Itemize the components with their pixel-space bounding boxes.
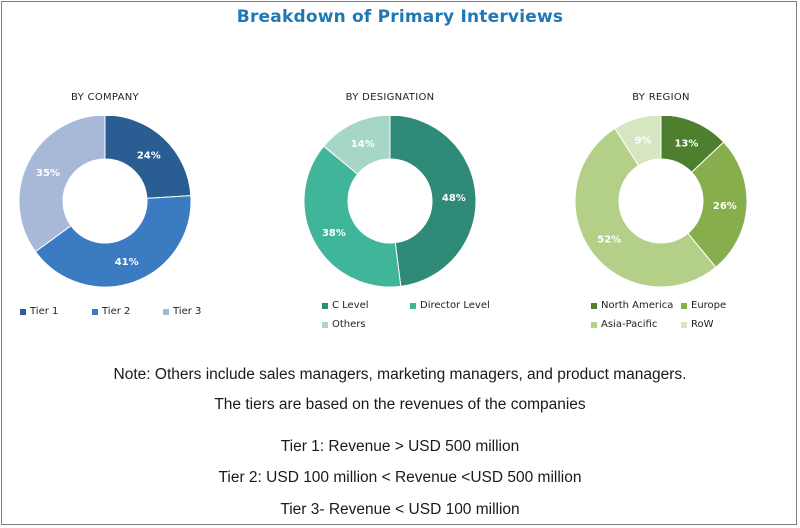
legend-item: C Level bbox=[322, 300, 369, 311]
legend-label: Others bbox=[332, 319, 366, 330]
slice-label: 35% bbox=[36, 168, 60, 179]
legend-swatch bbox=[322, 321, 328, 328]
legend-item: Tier 1 bbox=[20, 306, 58, 317]
slice-label: 41% bbox=[115, 257, 139, 268]
donut-chart-region: 13% 26% 52% 9% bbox=[574, 116, 748, 288]
donut-slice-director-level bbox=[303, 145, 402, 288]
figure-title: Breakdown of Primary Interviews bbox=[236, 7, 564, 27]
slice-label: 13% bbox=[674, 138, 698, 149]
slice-label: 24% bbox=[137, 150, 161, 161]
legend-label: Asia-Pacific bbox=[601, 319, 658, 330]
slice-label: 52% bbox=[597, 235, 621, 246]
donut-slice-europe bbox=[687, 141, 748, 268]
slice-label: 38% bbox=[322, 228, 346, 239]
donut-chart-company: 24% 41% 35% bbox=[18, 116, 192, 288]
donut-slice-others bbox=[323, 116, 391, 175]
legend-item: RoW bbox=[681, 319, 714, 330]
legend-item: Tier 2 bbox=[92, 306, 130, 317]
donut-slice-tier-2 bbox=[34, 195, 192, 288]
legend-swatch bbox=[163, 308, 169, 315]
chart-title: BY DESIGNATION bbox=[345, 92, 435, 103]
legend-swatch bbox=[410, 302, 416, 309]
slice-label: 9% bbox=[635, 136, 652, 147]
chart-title: BY REGION bbox=[632, 92, 690, 103]
note-tier-1: Tier 1: Revenue > USD 500 million bbox=[280, 438, 520, 455]
chart-panel-designation: BY DESIGNATION 48% 38% 14% C Level Director… bbox=[260, 88, 520, 338]
slice-label: 48% bbox=[442, 193, 466, 204]
donut-slice-tier-3 bbox=[18, 116, 106, 253]
legend-swatch bbox=[681, 302, 687, 309]
legend-label: Tier 1 bbox=[30, 306, 59, 317]
legend-label: RoW bbox=[691, 319, 714, 330]
legend-label: Director Level bbox=[420, 300, 490, 311]
legend-item: Tier 3 bbox=[163, 306, 201, 317]
note-tier-2: Tier 2: USD 100 million < Revenue <USD 5… bbox=[218, 469, 582, 486]
donut-slice-asia-pacific bbox=[574, 127, 717, 288]
chart-panel-region: BY REGION 13% 26% 52% 9% North America Europ… bbox=[531, 88, 791, 338]
legend-label: Tier 2 bbox=[102, 306, 131, 317]
note-tiers: The tiers are based on the revenues of t… bbox=[214, 396, 586, 413]
legend-label: Tier 3 bbox=[173, 306, 202, 317]
donut-slice-tier-1 bbox=[104, 116, 192, 199]
legend-swatch bbox=[20, 308, 26, 315]
legend-item: Director Level bbox=[410, 300, 490, 311]
slice-label: 14% bbox=[351, 139, 375, 150]
chart-panel-company: BY COMPANY 24% 41% 35% Tier 1 Tier 2 Tier 3 bbox=[0, 88, 235, 338]
note-others: Note: Others include sales managers, mar… bbox=[113, 366, 687, 383]
donut-chart-designation: 48% 38% 14% bbox=[303, 116, 477, 288]
legend-label: Europe bbox=[691, 300, 727, 311]
note-tier-3: Tier 3- Revenue < USD 100 million bbox=[280, 501, 520, 518]
slice-label: 26% bbox=[713, 201, 737, 212]
legend-swatch bbox=[681, 321, 687, 328]
legend-item: North America bbox=[591, 300, 673, 311]
legend-label: North America bbox=[601, 300, 674, 311]
legend-item: Others bbox=[322, 319, 366, 330]
chart-title: BY COMPANY bbox=[71, 92, 139, 103]
legend-swatch bbox=[591, 321, 597, 328]
donut-slice-c-level bbox=[389, 116, 477, 287]
legend-swatch bbox=[591, 302, 597, 309]
legend-swatch bbox=[92, 308, 98, 315]
legend-item: Europe bbox=[681, 300, 726, 311]
legend-swatch bbox=[322, 302, 328, 309]
donut-slice-row bbox=[614, 116, 662, 167]
legend-label: C Level bbox=[332, 300, 369, 311]
legend-item: Asia-Pacific bbox=[591, 319, 657, 330]
